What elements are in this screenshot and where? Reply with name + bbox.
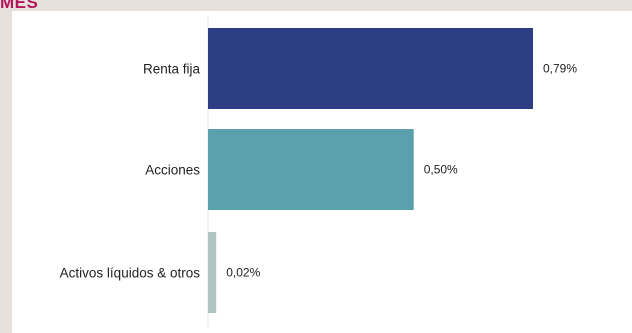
bar-chart: Renta fija 0,79% Acciones 0,50% Activos líqu…: [60, 15, 577, 327]
data-label: 0,79%: [543, 62, 577, 76]
data-label: 0,50%: [424, 163, 458, 177]
category-label: Activos líquidos & otros: [60, 266, 201, 281]
category-label: Acciones: [145, 163, 200, 178]
bar-0: [208, 28, 534, 109]
page-title: MES: [0, 0, 39, 12]
category-label: Renta fija: [143, 62, 201, 77]
data-label: 0,02%: [226, 266, 260, 280]
bar-1: [208, 129, 414, 210]
bar-2: [208, 232, 217, 313]
chart-panel: Renta fija 0,79% Acciones 0,50% Activos líqu…: [12, 11, 632, 333]
